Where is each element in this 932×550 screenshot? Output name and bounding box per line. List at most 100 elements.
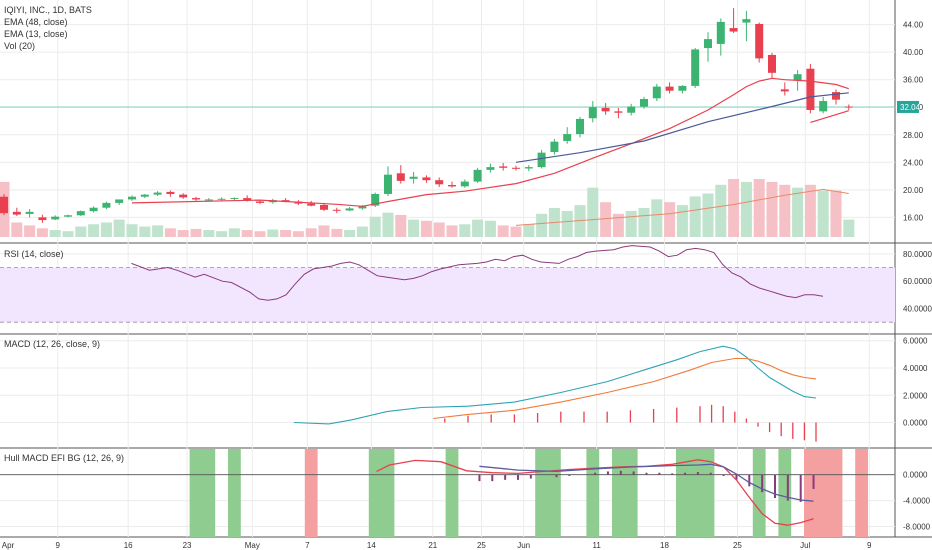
volume-bar — [497, 225, 509, 237]
rsi-pane-title: RSI (14, close) — [4, 249, 64, 259]
y-tick-label: -8.0000 — [903, 523, 931, 532]
rsi-band — [0, 267, 895, 323]
candle-up — [460, 181, 469, 187]
candle-down — [665, 86, 674, 91]
hull-bullish-zone — [228, 449, 241, 537]
last-price-label: 32.04 — [900, 103, 921, 112]
candle-up — [652, 86, 661, 99]
ema48-line — [515, 92, 849, 163]
price-pane — [0, 8, 895, 237]
candle-down — [12, 211, 21, 215]
volume-bar — [740, 181, 752, 237]
candle-up — [704, 39, 712, 49]
volume-bar — [11, 222, 23, 237]
candle-down — [806, 68, 815, 110]
candle-up — [627, 106, 636, 113]
x-tick-label: 23 — [183, 541, 192, 550]
x-tick-label: 14 — [367, 541, 376, 550]
candle-up — [537, 152, 546, 168]
volume-bar — [177, 230, 189, 237]
volume-bar — [331, 228, 343, 237]
y-axes: 44.0040.0036.0032.0028.0024.0020.0016.00… — [897, 21, 932, 532]
x-tick-label: 18 — [660, 541, 669, 550]
macd-signal-line — [433, 357, 817, 420]
candle-down — [601, 107, 610, 112]
rsi-pane — [0, 245, 895, 323]
candle-down — [832, 92, 840, 100]
hull-bearish-zone — [804, 449, 843, 537]
volume-bar — [75, 226, 87, 237]
candle-up — [102, 202, 111, 208]
x-tick-label: 11 — [592, 541, 601, 550]
volume-bar — [139, 226, 151, 237]
volume-bar — [216, 231, 228, 237]
candle-up — [716, 21, 725, 44]
volume-bar — [113, 219, 125, 237]
volume-bar — [676, 205, 688, 237]
candle-down — [192, 198, 200, 200]
x-tick-label: 25 — [733, 541, 742, 550]
hull-bearish-zone — [855, 449, 868, 537]
volume-bar — [561, 210, 573, 237]
candle-up — [76, 211, 85, 216]
volume-bar — [203, 230, 215, 237]
volume-bar — [49, 230, 61, 237]
volume-bar — [587, 187, 599, 237]
candle-up — [691, 49, 700, 86]
hull-bullish-zone — [612, 449, 638, 537]
x-tick-label: 9 — [867, 541, 872, 550]
legend-volume: Vol (20) — [4, 41, 35, 51]
volume-bar — [420, 220, 432, 237]
volume-bar — [254, 231, 266, 237]
x-tick-label: 7 — [305, 541, 310, 550]
volume-bar — [625, 210, 637, 237]
volume-bar — [152, 225, 164, 237]
candle-up — [678, 85, 687, 91]
x-tick-label: May — [245, 541, 260, 550]
legend-ema13: EMA (13, close) — [4, 29, 68, 39]
volume-bar — [305, 228, 317, 237]
candle-up — [409, 176, 418, 179]
candle-down — [512, 167, 520, 169]
x-tick-label: 9 — [56, 541, 61, 550]
candle-up — [588, 107, 597, 119]
candle-down — [0, 196, 8, 214]
x-tick-label: Jul — [800, 541, 810, 550]
rsi-line — [131, 245, 824, 301]
candle-up — [89, 207, 98, 212]
price-pane-title: IQIYI, INC., 1D, BATS — [4, 5, 92, 15]
candle-up — [204, 199, 213, 201]
volume-bar — [651, 199, 663, 237]
candle-down — [307, 203, 316, 206]
y-tick-label: 0.0000 — [903, 471, 928, 480]
candle-down — [332, 209, 341, 211]
legend-ema48: EMA (48, close) — [4, 17, 68, 27]
hull-bullish-zone — [368, 449, 395, 537]
y-tick-label: 36.00 — [903, 76, 924, 85]
candle-up — [550, 141, 559, 152]
candle-down — [729, 28, 738, 32]
trend-line — [810, 110, 849, 123]
candle-down — [844, 106, 853, 108]
volume-bar — [395, 214, 407, 237]
volume-bar — [356, 226, 368, 237]
volume-bar — [728, 179, 740, 237]
candle-up — [640, 98, 648, 107]
candle-down — [435, 180, 444, 185]
volume-bar — [830, 190, 842, 237]
candle-down — [179, 194, 188, 198]
volume-bar — [766, 181, 778, 237]
hull-bullish-zone — [586, 449, 600, 537]
volume-bar — [715, 184, 727, 237]
macd-pane — [293, 345, 817, 442]
y-tick-label: 60.0000 — [903, 277, 932, 286]
candle-up — [115, 199, 124, 203]
candle-up — [371, 193, 380, 206]
candle-down — [422, 177, 431, 181]
volume-bar — [292, 231, 304, 237]
y-tick-label: -4.0000 — [903, 497, 931, 506]
y-tick-label: 16.00 — [903, 213, 924, 222]
candle-down — [38, 217, 47, 221]
volume-bar — [817, 190, 829, 237]
